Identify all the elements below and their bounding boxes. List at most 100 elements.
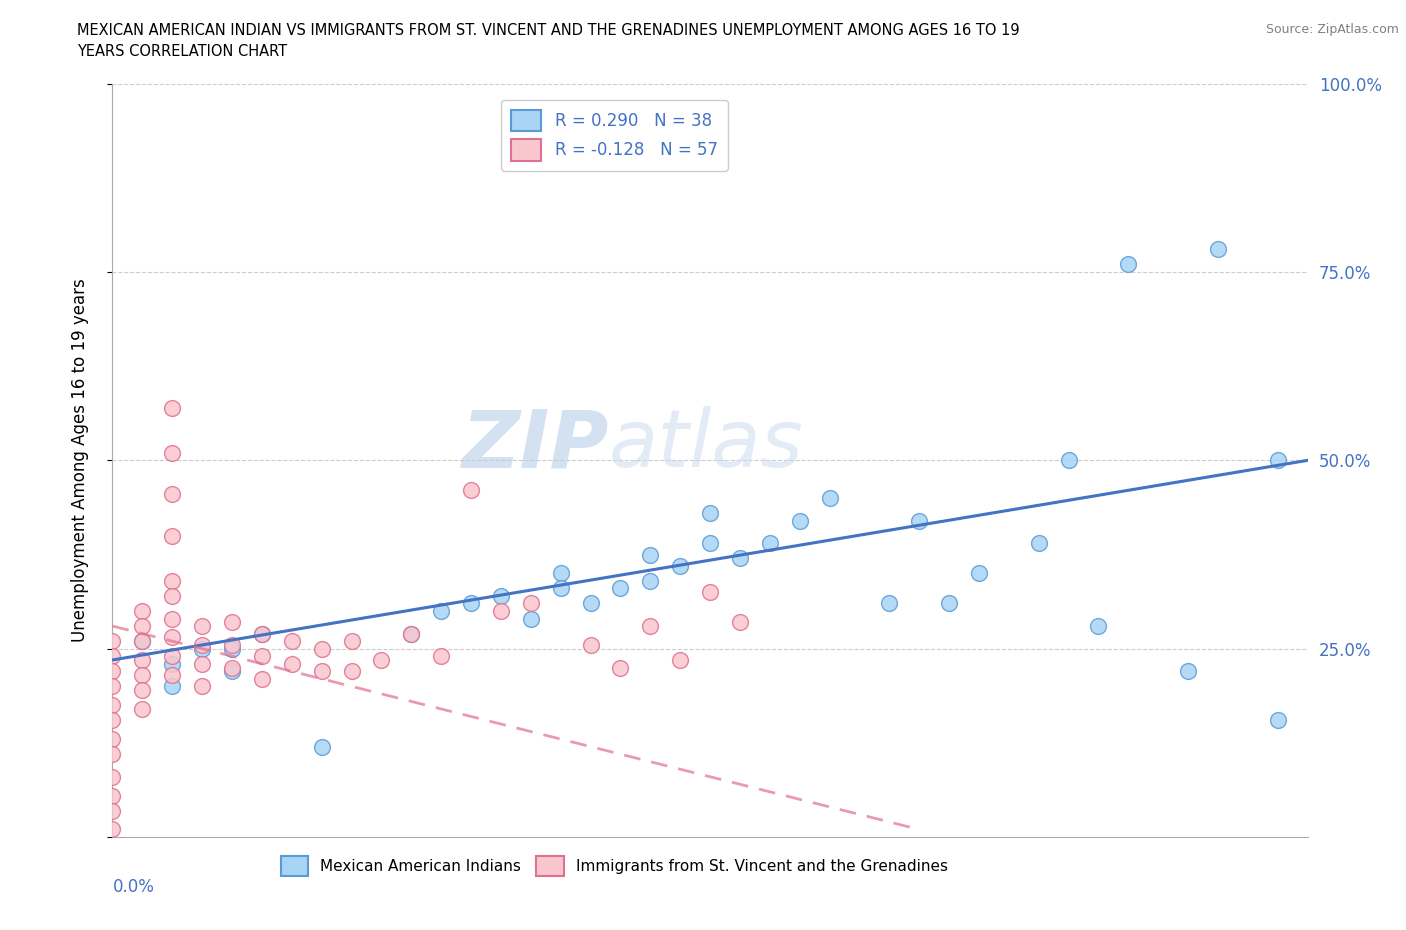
Point (162, 589, 183, 604)
Point (908, 513, 931, 528)
Point (340, 633, 363, 648)
Point (401, 626, 423, 641)
Point (101, 822, 124, 837)
Point (101, 769, 124, 784)
Point (669, 653, 692, 668)
Point (131, 668, 153, 683)
Point (131, 683, 153, 698)
Point (460, 596, 482, 611)
Point (699, 506, 721, 521)
Point (728, 615, 751, 630)
Point (131, 653, 153, 668)
Point (221, 615, 243, 630)
Point (699, 536, 721, 551)
Point (250, 626, 273, 641)
Point (250, 671, 273, 686)
Point (221, 664, 243, 679)
Point (131, 701, 153, 716)
Point (281, 657, 304, 671)
Point (162, 486, 183, 501)
Point (191, 657, 214, 671)
Point (191, 679, 214, 694)
Point (101, 747, 124, 762)
Text: Source: ZipAtlas.com: Source: ZipAtlas.com (1265, 23, 1399, 36)
Point (1267, 712, 1289, 727)
Point (162, 400, 183, 415)
Point (250, 649, 273, 664)
Point (191, 618, 214, 633)
Point (101, 788, 124, 803)
Point (879, 596, 901, 611)
Point (162, 679, 183, 694)
Point (131, 633, 153, 648)
Point (221, 642, 243, 657)
Point (101, 649, 124, 664)
Point (340, 664, 363, 679)
Point (699, 585, 721, 600)
Text: 0.0%: 0.0% (112, 879, 155, 897)
Point (101, 633, 124, 648)
Point (1177, 664, 1199, 679)
Legend: Mexican American Indians, Immigrants from St. Vincent and the Grenadines: Mexican American Indians, Immigrants fro… (274, 850, 955, 882)
Point (131, 633, 153, 648)
Point (759, 536, 782, 551)
Point (789, 513, 811, 528)
Point (131, 618, 153, 633)
Point (1087, 618, 1109, 633)
Point (311, 664, 333, 679)
Point (162, 445, 183, 460)
Point (162, 574, 183, 589)
Point (520, 611, 543, 626)
Point (401, 626, 423, 641)
Point (191, 642, 214, 657)
Point (311, 739, 333, 754)
Point (1267, 453, 1289, 468)
Point (101, 732, 124, 747)
Point (162, 630, 183, 644)
Point (311, 642, 333, 657)
Point (1028, 536, 1050, 551)
Point (489, 589, 512, 604)
Point (101, 664, 124, 679)
Point (1118, 257, 1140, 272)
Point (430, 604, 453, 618)
Point (221, 637, 243, 652)
Point (221, 660, 243, 675)
Point (162, 657, 183, 671)
Point (609, 581, 631, 596)
Point (1206, 242, 1229, 257)
Point (162, 611, 183, 626)
Text: ZIP: ZIP (461, 406, 609, 485)
Point (191, 637, 214, 652)
Point (281, 633, 304, 648)
Point (550, 565, 572, 580)
Point (640, 618, 662, 633)
Point (669, 558, 692, 573)
Point (579, 596, 602, 611)
Point (250, 626, 273, 641)
Point (460, 483, 482, 498)
Point (162, 668, 183, 683)
Point (370, 653, 392, 668)
Point (430, 649, 453, 664)
Point (938, 596, 960, 611)
Point (640, 574, 662, 589)
Point (489, 604, 512, 618)
Point (1057, 453, 1080, 468)
Point (162, 649, 183, 664)
Point (579, 637, 602, 652)
Point (818, 491, 841, 506)
Point (131, 604, 153, 618)
Text: atlas: atlas (609, 406, 803, 485)
Point (101, 698, 124, 712)
Point (101, 712, 124, 727)
Point (640, 547, 662, 562)
Y-axis label: Unemployment Among Ages 16 to 19 years: Unemployment Among Ages 16 to 19 years (70, 278, 89, 643)
Point (520, 596, 543, 611)
Point (728, 551, 751, 565)
Point (162, 528, 183, 543)
Text: YEARS CORRELATION CHART: YEARS CORRELATION CHART (77, 44, 287, 59)
Point (967, 565, 990, 580)
Text: MEXICAN AMERICAN INDIAN VS IMMIGRANTS FROM ST. VINCENT AND THE GRENADINES UNEMPL: MEXICAN AMERICAN INDIAN VS IMMIGRANTS FR… (77, 23, 1019, 38)
Point (550, 581, 572, 596)
